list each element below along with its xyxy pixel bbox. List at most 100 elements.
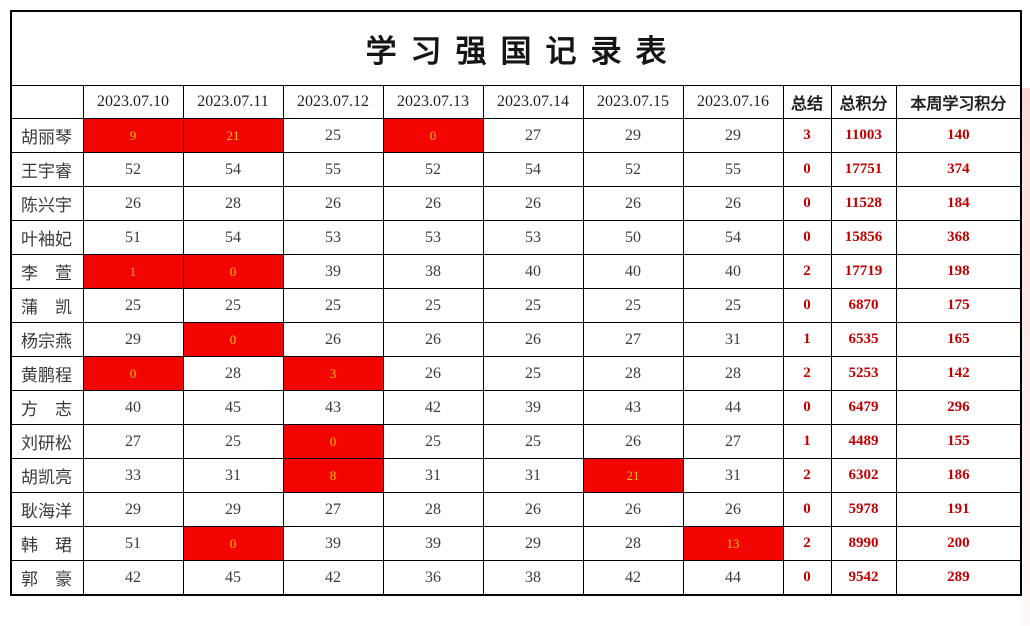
day-cell: 26 — [382, 322, 484, 357]
day-cell: 31 — [382, 458, 484, 493]
day-cell: 29 — [682, 118, 784, 153]
day-cell: 25 — [282, 118, 384, 153]
day-cell: 28 — [682, 356, 784, 391]
table-row: 蒲 凯 25 25 25 25 25 25 25 0 6870 175 — [10, 288, 1022, 323]
day-cell: 21 — [582, 458, 684, 493]
day-cell: 52 — [382, 152, 484, 187]
day-cell: 25 — [682, 288, 784, 323]
week-cell: 142 — [895, 356, 1022, 391]
day-cell: 25 — [582, 288, 684, 323]
header-row: 2023.07.10 2023.07.11 2023.07.12 2023.07.13… — [10, 85, 1022, 119]
table-row: 方 志 40 45 43 42 39 43 44 0 6479 296 — [10, 390, 1022, 425]
day-cell: 43 — [282, 390, 384, 425]
week-cell: 186 — [895, 458, 1022, 493]
day-cell: 51 — [82, 526, 184, 561]
day-cell: 44 — [682, 390, 784, 425]
week-cell: 296 — [895, 390, 1022, 425]
summary-cell: 1 — [782, 424, 832, 459]
table-row: 韩 珺 51 0 39 39 29 28 13 2 8990 200 — [10, 526, 1022, 561]
day-cell: 26 — [482, 322, 584, 357]
summary-cell: 0 — [782, 492, 832, 527]
day-cell: 26 — [282, 186, 384, 221]
day-cell: 31 — [182, 458, 284, 493]
day-cell: 40 — [582, 254, 684, 289]
week-cell: 374 — [895, 152, 1022, 187]
day-cell: 27 — [282, 492, 384, 527]
day-cell: 26 — [282, 322, 384, 357]
day-cell: 26 — [682, 492, 784, 527]
day-cell: 52 — [82, 152, 184, 187]
day-cell: 44 — [682, 560, 784, 596]
name-cell: 黄鹏程 — [10, 356, 84, 391]
table-row: 李 萱 1 0 39 38 40 40 40 2 17719 198 — [10, 254, 1022, 289]
week-cell: 198 — [895, 254, 1022, 289]
summary-cell: 2 — [782, 526, 832, 561]
day-cell: 53 — [382, 220, 484, 255]
day-cell: 25 — [482, 288, 584, 323]
day-cell: 26 — [382, 356, 484, 391]
day-cell: 54 — [182, 220, 284, 255]
day-cell: 26 — [582, 424, 684, 459]
table-row: 黄鹏程 0 28 3 26 25 28 28 2 5253 142 — [10, 356, 1022, 391]
day-cell: 53 — [282, 220, 384, 255]
total-cell: 17719 — [830, 254, 897, 289]
study-record-table: 学习强国记录表 2023.07.10 2023.07.11 2023.07.12 20… — [10, 10, 1023, 596]
day-cell: 25 — [382, 424, 484, 459]
day-cell: 28 — [182, 186, 284, 221]
day-cell: 50 — [582, 220, 684, 255]
day-cell: 26 — [682, 186, 784, 221]
day-cell: 25 — [382, 288, 484, 323]
day-cell: 40 — [482, 254, 584, 289]
name-cell: 李 萱 — [10, 254, 84, 289]
day-cell: 0 — [182, 526, 284, 561]
name-cell: 刘研松 — [10, 424, 84, 459]
day-cell: 0 — [182, 322, 284, 357]
day-cell: 29 — [582, 118, 684, 153]
day-cell: 27 — [682, 424, 784, 459]
day-cell: 31 — [482, 458, 584, 493]
day-cell: 27 — [482, 118, 584, 153]
total-cell: 9542 — [830, 560, 897, 596]
day-cell: 31 — [682, 458, 784, 493]
day-cell: 25 — [482, 356, 584, 391]
summary-cell: 0 — [782, 186, 832, 221]
day-cell: 39 — [282, 254, 384, 289]
day-cell: 9 — [82, 118, 184, 153]
table-row: 杨宗燕 29 0 26 26 26 27 31 1 6535 165 — [10, 322, 1022, 357]
day-cell: 42 — [582, 560, 684, 596]
date-header-0: 2023.07.10 — [82, 85, 184, 119]
day-cell: 8 — [282, 458, 384, 493]
date-header-3: 2023.07.13 — [382, 85, 484, 119]
total-cell: 17751 — [830, 152, 897, 187]
day-cell: 26 — [582, 492, 684, 527]
table-row: 陈兴宇 26 28 26 26 26 26 26 0 11528 184 — [10, 186, 1022, 221]
total-header: 总积分 — [830, 85, 897, 119]
day-cell: 26 — [482, 186, 584, 221]
week-cell: 368 — [895, 220, 1022, 255]
day-cell: 29 — [182, 492, 284, 527]
day-cell: 31 — [682, 322, 784, 357]
table-row: 郭 豪 42 45 42 36 38 42 44 0 9542 289 — [10, 560, 1022, 596]
day-cell: 51 — [82, 220, 184, 255]
summary-header: 总结 — [782, 85, 832, 119]
day-cell: 28 — [382, 492, 484, 527]
day-cell: 55 — [282, 152, 384, 187]
name-cell: 胡凯亮 — [10, 458, 84, 493]
total-cell: 5253 — [830, 356, 897, 391]
day-cell: 39 — [282, 526, 384, 561]
day-cell: 26 — [382, 186, 484, 221]
day-cell: 29 — [82, 492, 184, 527]
day-cell: 0 — [382, 118, 484, 153]
name-cell: 叶袖妃 — [10, 220, 84, 255]
week-cell: 175 — [895, 288, 1022, 323]
total-cell: 6535 — [830, 322, 897, 357]
week-cell: 165 — [895, 322, 1022, 357]
summary-cell: 0 — [782, 390, 832, 425]
day-cell: 55 — [682, 152, 784, 187]
day-cell: 38 — [382, 254, 484, 289]
day-cell: 38 — [482, 560, 584, 596]
week-cell: 191 — [895, 492, 1022, 527]
day-cell: 29 — [482, 526, 584, 561]
total-cell: 11528 — [830, 186, 897, 221]
